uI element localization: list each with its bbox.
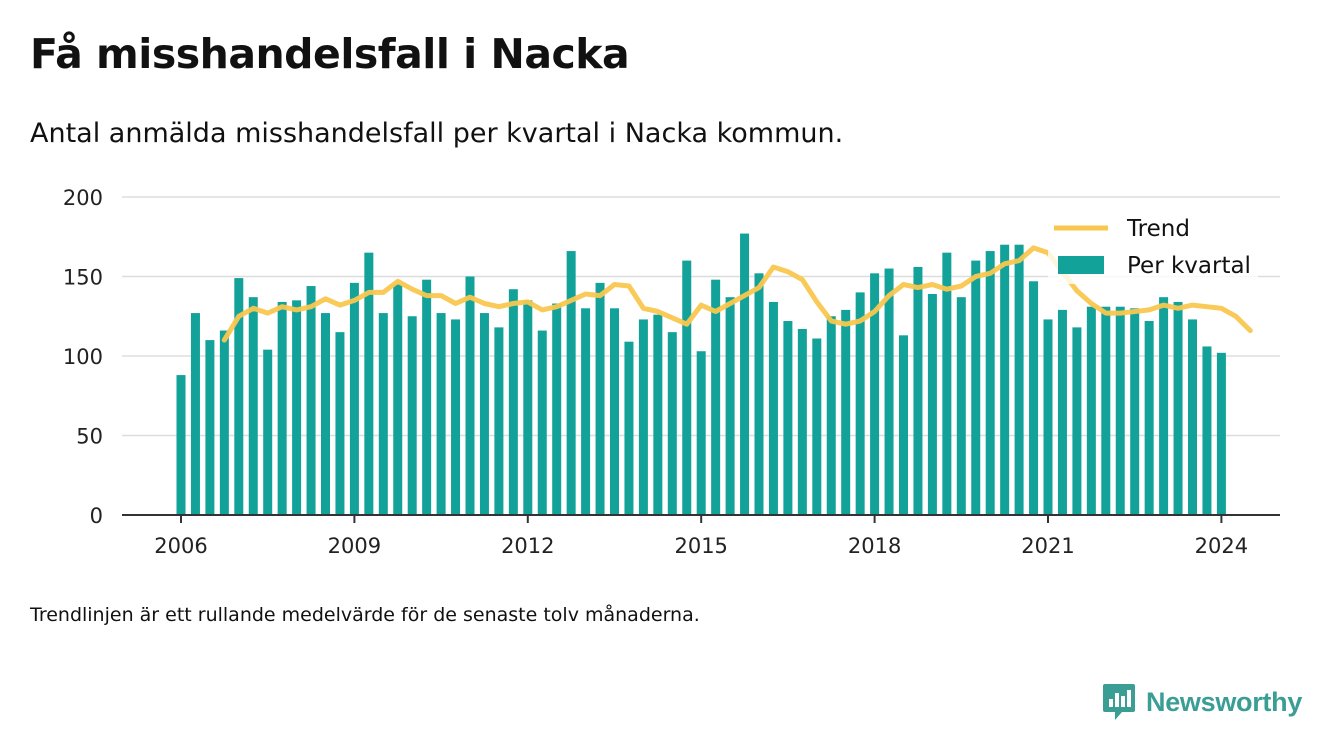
bar [393,284,403,515]
bar [754,273,764,515]
bar [971,260,981,515]
quarterly-assault-chart: 0 50 100 150 200 2006 2009 2012 2015 2018 2021 2024… [63,186,1280,558]
bar [653,314,663,515]
bar [248,297,258,515]
bar [321,313,330,515]
bar [899,335,908,515]
bar [1202,346,1212,515]
bar [436,313,446,515]
y-tick-label: 100 [63,345,103,369]
bar-chart-speech-bubble-icon [1103,684,1135,720]
bar [1115,306,1125,515]
bar [1188,319,1197,515]
bar [508,289,518,515]
bar [956,297,966,515]
y-tick-label: 200 [63,186,103,210]
bar [1000,244,1010,515]
bar [711,279,721,515]
bar [552,303,562,515]
bar [595,282,605,515]
bar [176,375,186,515]
bar [855,292,865,515]
bar [826,316,836,515]
y-tick-label: 50 [76,425,103,449]
bar [205,340,215,515]
chart-subtitle: Antal anmälda misshandelsfall per kvarta… [30,118,844,149]
bar [494,327,504,515]
bar [913,266,923,515]
y-tick-label: 0 [90,504,103,528]
bar [740,233,750,515]
bar [378,313,388,515]
x-tick-label: 2015 [674,534,727,558]
legend-trend-label: Trend [1126,216,1190,242]
bar [870,273,880,515]
bar [1029,281,1039,515]
bar [696,351,706,515]
bar [407,316,417,515]
bar [638,319,648,515]
bar [479,313,489,515]
bar [783,321,793,515]
bar [667,332,677,515]
bar [523,300,533,515]
bar [306,286,316,515]
bar [1086,306,1096,515]
bar [1101,306,1111,515]
bar [422,279,432,515]
bar [768,301,778,515]
bar [451,319,461,515]
bar [812,338,822,515]
bar [349,282,359,515]
bar [537,330,547,515]
bar [1159,297,1169,515]
bar [1216,352,1226,515]
bar [335,332,345,515]
brand-name: Newsworthy [1146,686,1303,717]
bar [1057,309,1067,515]
x-tick-label: 2012 [501,534,554,558]
bar [190,313,200,515]
x-tick-label: 2009 [328,534,381,558]
legend-bar-swatch [1058,256,1104,274]
bar [725,297,735,515]
bar [884,268,894,515]
bar [1144,321,1154,515]
x-tick-label: 2018 [848,534,901,558]
bar [927,293,937,515]
bar [624,341,634,515]
trend-line [221,245,1253,343]
bar [1043,319,1053,515]
bar [263,349,273,515]
bar [234,278,244,515]
bar [1173,301,1183,515]
bar [1130,308,1140,515]
newsworthy-logo: Newsworthy [1102,682,1302,722]
bar [682,260,692,515]
bar [465,276,475,515]
bar [797,328,807,515]
x-tick-label: 2024 [1195,534,1248,558]
bar [581,308,591,515]
y-tick-label: 150 [63,266,103,290]
bar [1014,244,1024,515]
bar [566,251,576,515]
bar [942,252,952,515]
x-tick-label: 2021 [1021,534,1074,558]
bar [219,330,229,515]
bar [610,308,619,515]
chart-title: Få misshandelsfall i Nacka [30,30,630,78]
bar [1072,327,1082,515]
bar [985,251,995,515]
bar [292,300,302,515]
legend-bar-label: Per kvartal [1127,253,1251,279]
chart-footnote: Trendlinjen är ett rullande medelvärde f… [30,604,700,626]
bar [841,309,851,515]
bar [277,301,287,515]
x-tick-label: 2006 [154,534,207,558]
bar [364,252,374,515]
